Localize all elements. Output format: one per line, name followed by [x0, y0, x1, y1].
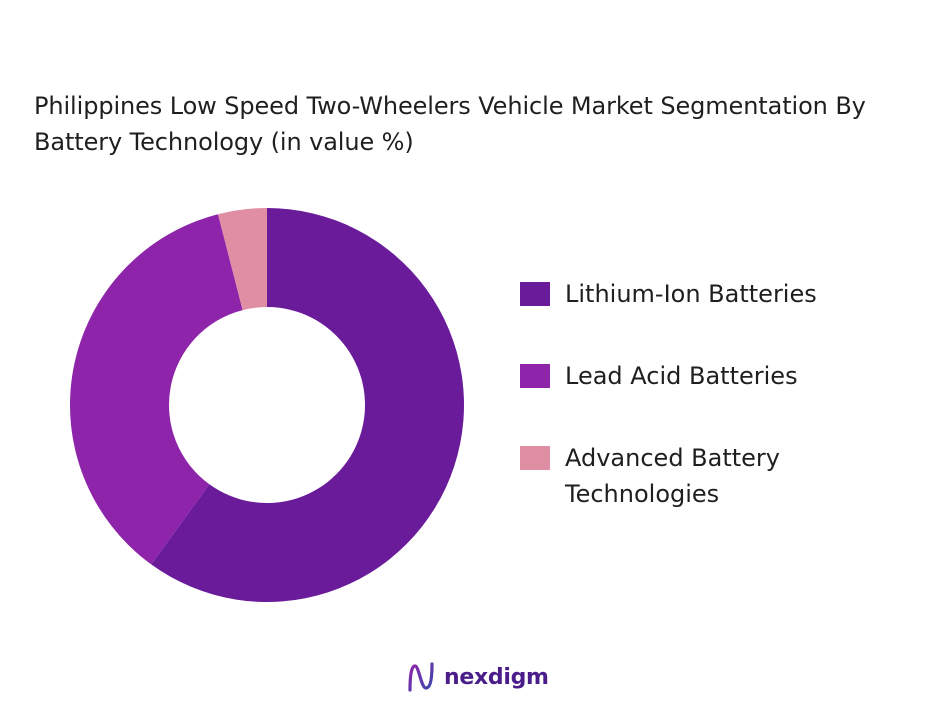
chart-title: Philippines Low Speed Two-Wheelers Vehic…: [34, 92, 866, 156]
slice-advanced-battery: [218, 208, 267, 311]
legend-label-lead-acid: Lead Acid Batteries: [565, 362, 798, 390]
legend-swatch-lead-acid: [520, 364, 550, 388]
brand-logo: nexdigm: [406, 660, 549, 694]
legend-label-advanced-battery: Advanced Battery Technologies: [565, 444, 781, 508]
nexdigm-logo-icon: [408, 662, 434, 692]
chart-legend: Lithium-Ion Batteries Lead Acid Batterie…: [520, 276, 865, 512]
legend-item-advanced-battery: Advanced Battery Technologies: [520, 440, 865, 512]
legend-label-lithium-ion: Lithium-Ion Batteries: [565, 280, 817, 308]
legend-swatch-lithium-ion: [520, 282, 550, 306]
legend-item-lead-acid: Lead Acid Batteries: [520, 358, 865, 394]
legend-item-lithium-ion: Lithium-Ion Batteries: [520, 276, 865, 312]
legend-swatch-advanced-battery: [520, 446, 550, 470]
slice-lithium-ion: [151, 208, 464, 602]
brand-name: nexdigm: [444, 664, 549, 690]
slice-lead-acid: [69, 214, 243, 565]
